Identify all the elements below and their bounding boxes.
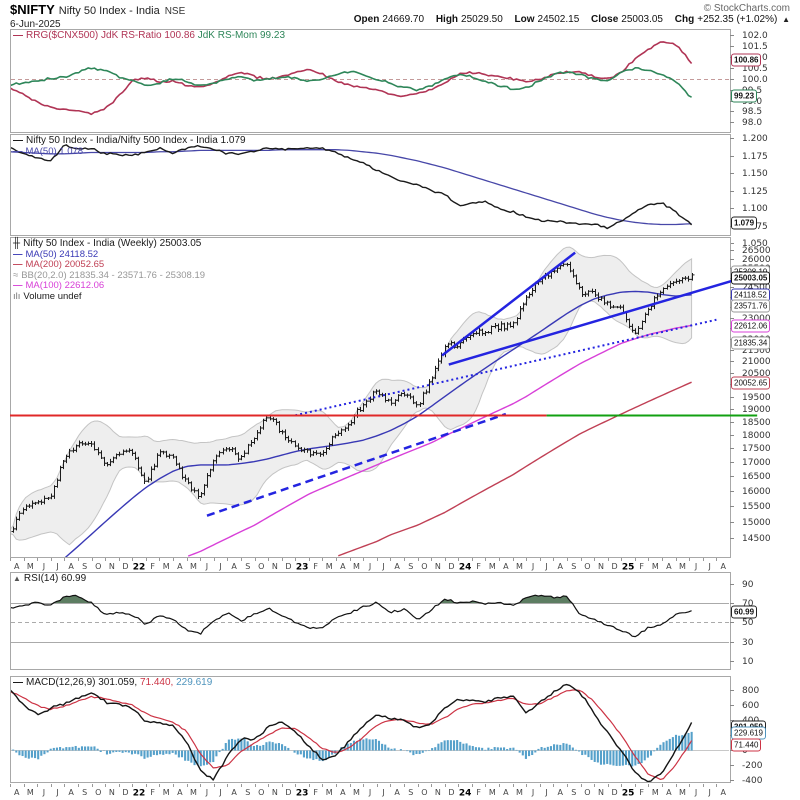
price-title: Nifty 50 Index - India (Weekly) 25003.05: [23, 238, 202, 249]
panel-rrg: — RRG($CNX500) JdK RS-Ratio 100.86 JdK RS…: [0, 29, 800, 133]
price-plot-canvas: [0, 237, 800, 558]
exchange-label: NSE: [164, 6, 186, 17]
chart-date: 6-Jun-2025: [10, 19, 61, 30]
ma200-label: MA(200) 20052.65: [25, 259, 105, 270]
axis-badge-ma200: 20052.65: [731, 376, 771, 390]
ma100-label: MA(100) 22612.06: [25, 280, 105, 291]
rsi-area-icon: ▲: [13, 574, 21, 583]
ma100-line-icon: —: [13, 280, 23, 291]
ratio-ma-line-icon: —: [13, 145, 23, 157]
low-label: Low: [514, 14, 535, 25]
macd-plot-canvas: [0, 676, 800, 783]
date-axis-bottom: [0, 784, 800, 798]
close-label: Close: [591, 14, 619, 25]
change-up-arrow-icon: ▲: [782, 15, 790, 24]
header-quote-row: 6-Jun-2025 Open 24669.70 High 25029.50 Low…: [10, 14, 790, 30]
macd-line-icon: —: [13, 677, 23, 688]
axis-badge-close: 25003.05: [731, 271, 771, 285]
axis-badge-bb-mid: 23571.76: [731, 299, 771, 313]
rrg-plot-canvas: [0, 29, 800, 133]
high-value: 25029.50: [461, 14, 503, 25]
axis-badge-rs-ratio: 100.86: [731, 53, 762, 67]
open-label: Open: [353, 14, 380, 25]
axis-badge-macd-signal: 71.440: [731, 738, 762, 752]
ratio-label: Nifty 50 Index - India/Nifty 500 Index -…: [26, 135, 246, 146]
rsi-label: RSI(14) 60.99: [23, 573, 87, 584]
volume-label: Volume undef: [23, 290, 82, 302]
panel-rsi: ▲ RSI(14) 60.99 60.99: [0, 572, 800, 670]
date-axis-top: [0, 558, 800, 572]
date-axis-top-canvas: [0, 558, 800, 572]
rrg-line-icon: —: [13, 30, 23, 41]
ma50-label: MA(50) 24118.52: [25, 248, 99, 260]
high-label: High: [435, 14, 459, 25]
bb-label: BB(20,2.0) 21835.34 - 23571.76 - 25308.1…: [21, 269, 206, 281]
close-value: 25003.05: [621, 14, 663, 25]
date-axis-bottom-canvas: [0, 784, 800, 798]
chart-header: $NIFTY Nifty 50 Index - India NSE © StockC…: [0, 0, 800, 30]
axis-badge-ma100: 22612.06: [731, 319, 771, 333]
ratio-line-icon: —: [13, 135, 23, 146]
macd-signal-value: 71.440,: [139, 677, 174, 688]
rsi-plot-canvas: [0, 572, 800, 670]
volume-bars-icon: ılı: [13, 290, 21, 302]
ratio-plot-canvas: [0, 134, 800, 248]
rsi-legend: ▲ RSI(14) 60.99: [13, 573, 87, 585]
price-legend: ╫ Nifty 50 Index - India (Weekly) 25003.0…: [13, 238, 206, 302]
macd-name: MACD(12,26,9): [26, 677, 96, 688]
quote-strip: Open 24669.70 High 25029.50 Low 24502.15 Cl…: [345, 14, 790, 25]
symbol: $NIFTY: [10, 2, 55, 17]
axis-badge-ratio: 1.079: [731, 216, 758, 230]
candlestick-icon: ╫: [13, 238, 21, 249]
low-value: 24502.15: [537, 14, 580, 25]
stockcharts-watermark: © StockCharts.com: [703, 3, 790, 14]
header-title-row: $NIFTY Nifty 50 Index - India NSE © StockC…: [10, 1, 790, 17]
symbol-name: Nifty 50 Index - India: [58, 5, 160, 17]
open-value: 24669.70: [382, 14, 425, 25]
ma200-line-icon: —: [13, 259, 23, 270]
macd-legend: — MACD(12,26,9) 301.059, 71.440, 229.619: [13, 677, 213, 689]
ma50-line-icon: —: [13, 248, 23, 260]
change-value: +252.35 (+1.02%): [697, 14, 778, 25]
axis-badge-rsi: 60.99: [731, 605, 758, 619]
bollinger-band-icon: ≈: [13, 269, 19, 281]
ratio-legend: — Nifty 50 Index - India/Nifty 500 Index …: [13, 135, 246, 157]
axis-badge-rs-mom: 99.23: [731, 89, 758, 102]
macd-value: 301.059,: [98, 677, 138, 688]
rrg-legend: — RRG($CNX500) JdK RS-Ratio 100.86 JdK RS…: [13, 30, 286, 42]
panel-macd: — MACD(12,26,9) 301.059, 71.440, 229.619 …: [0, 676, 800, 783]
panel-ratio: — Nifty 50 Index - India/Nifty 500 Index …: [0, 134, 800, 248]
panel-price: ╫ Nifty 50 Index - India (Weekly) 25003.0…: [0, 237, 800, 558]
change-label: Chg: [674, 14, 695, 25]
axis-badge-bb-lower: 21835.34: [731, 336, 771, 349]
rrg-rs-ratio-label: RRG($CNX500) JdK RS-Ratio 100.86: [26, 30, 195, 41]
ratio-ma-label: MA(50) 1.078: [25, 145, 84, 157]
rrg-rs-mom-label: JdK RS-Mom 99.23: [197, 30, 286, 41]
macd-hist-value: 229.619: [176, 677, 213, 688]
